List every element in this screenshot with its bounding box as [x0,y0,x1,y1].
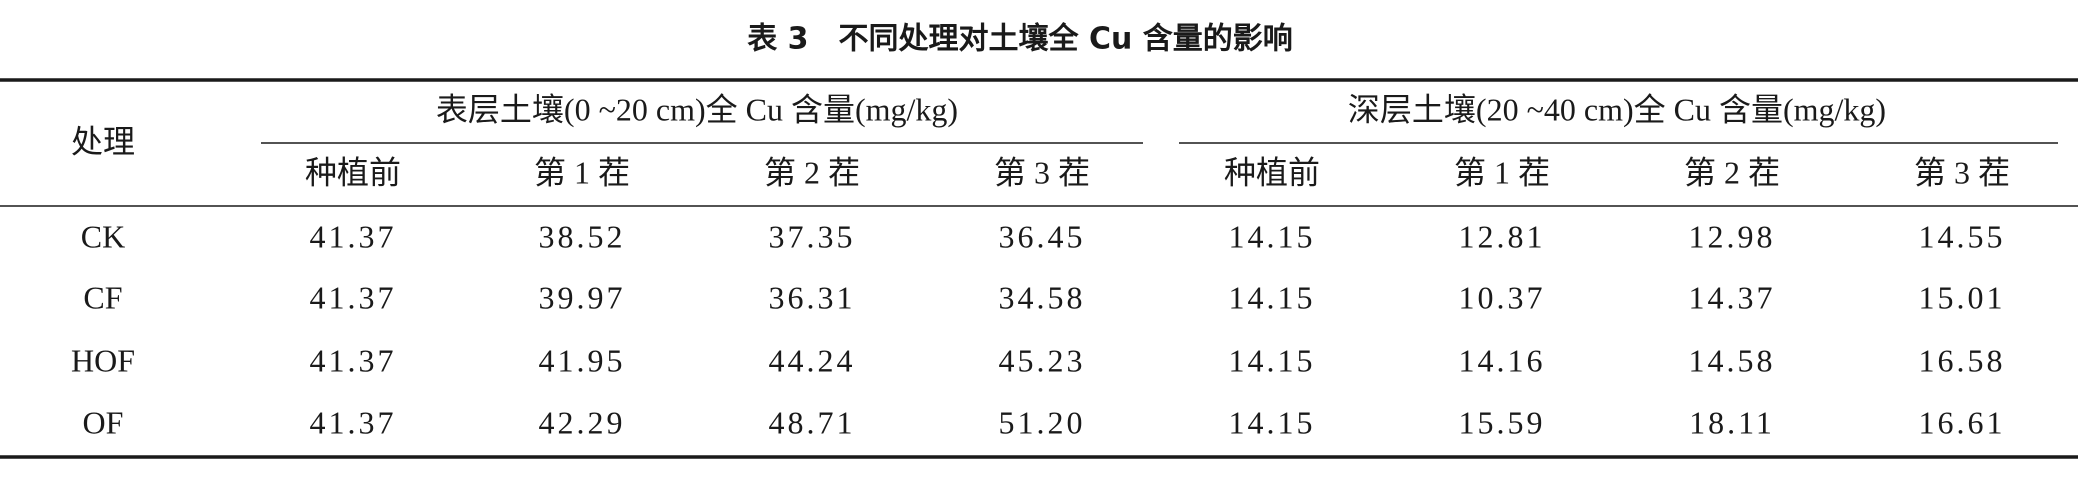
cell: 14.55 [1919,218,2006,254]
column-header: 第 3 茬 [994,154,1090,190]
row-label: CK [81,218,125,254]
cell: 41.37 [310,218,397,254]
column-header: 第 1 茬 [1454,154,1550,190]
cell: 37.35 [769,218,856,254]
cell: 42.29 [539,404,626,440]
cell: 36.45 [999,218,1086,254]
column-header: 种植前 [305,154,401,190]
group-header: 表层土壤(0 ~20 cm)全 Cu 含量(mg/kg) [436,91,958,127]
cell: 14.15 [1229,279,1316,315]
column-header: 第 3 茬 [1914,154,2010,190]
cell: 15.59 [1459,404,1546,440]
row-header: 处理 [71,123,135,159]
cell: 12.81 [1459,218,1546,254]
cell: 16.61 [1919,404,2006,440]
cell: 15.01 [1919,279,2006,315]
cell: 18.11 [1689,404,1775,440]
cell: 41.37 [310,342,397,378]
group-header: 深层土壤(20 ~40 cm)全 Cu 含量(mg/kg) [1348,91,1886,127]
cell: 14.16 [1459,342,1546,378]
column-header: 种植前 [1224,154,1320,190]
cell: 41.95 [539,342,626,378]
row-label: HOF [71,342,135,378]
cell: 41.37 [310,279,397,315]
cell: 14.15 [1229,342,1316,378]
table-title: 表 3 不同处理对土壤全 Cu 含量的影响 [747,22,1293,57]
row-label: CF [83,279,122,315]
cell: 14.37 [1689,279,1776,315]
cell: 34.58 [999,279,1086,315]
cell: 51.20 [999,404,1086,440]
cell: 45.23 [999,342,1086,378]
cell: 44.24 [769,342,856,378]
cell: 39.97 [539,279,626,315]
cell: 10.37 [1459,279,1546,315]
row-label: OF [83,404,124,440]
cell: 14.58 [1689,342,1776,378]
cell: 48.71 [769,404,856,440]
cell: 14.15 [1229,404,1316,440]
cell: 36.31 [769,279,856,315]
column-header: 第 2 茬 [764,154,860,190]
column-header: 第 1 茬 [534,154,630,190]
column-header: 第 2 茬 [1684,154,1780,190]
cell: 16.58 [1919,342,2006,378]
cell: 38.52 [539,218,626,254]
cell: 41.37 [310,404,397,440]
cell: 12.98 [1689,218,1776,254]
cell: 14.15 [1229,218,1316,254]
